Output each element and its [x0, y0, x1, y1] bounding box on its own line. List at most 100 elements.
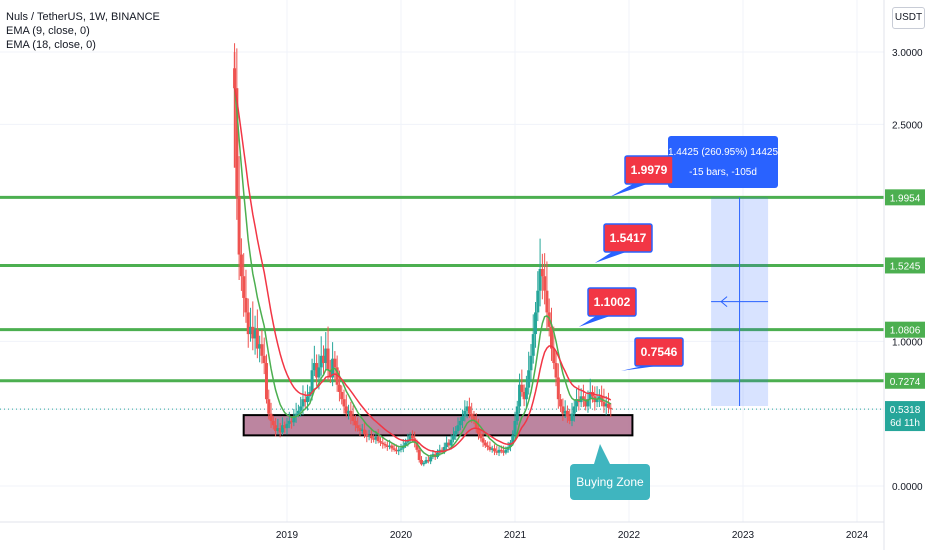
candle-body	[347, 410, 351, 414]
candle-body	[472, 416, 476, 421]
candle-body	[568, 416, 572, 421]
candle-body	[404, 442, 408, 446]
price-axis[interactable]: 3.0000 2.5000 1.0000 0.0000 1.9954 1.5245 1.08…	[883, 0, 925, 550]
currency-button[interactable]: USDT	[892, 7, 925, 29]
candle-body	[367, 435, 371, 437]
candle-body	[274, 425, 278, 432]
candle-body	[572, 406, 576, 414]
callout-box	[587, 287, 637, 317]
callout-pointer	[609, 184, 647, 197]
candle-body	[426, 459, 430, 462]
candle-body	[481, 438, 485, 443]
candle-body	[586, 399, 590, 407]
candle-body	[410, 435, 414, 439]
candle-body	[495, 451, 499, 453]
candle-body	[584, 399, 588, 407]
candle-body	[287, 420, 291, 424]
level-badge	[885, 257, 925, 274]
buying-zone-label: Buying Zone	[576, 475, 644, 489]
measure-tool: 1.4425 (260.95%) 14425 -15 bars, -105d	[668, 136, 778, 407]
candle-body	[258, 344, 262, 349]
candle-body	[328, 370, 332, 378]
candle-body	[556, 377, 560, 400]
callout-label: 1.9979	[631, 163, 668, 177]
candle-body	[609, 407, 613, 410]
callout-label: 1.1002	[594, 295, 631, 309]
candle-body	[299, 406, 303, 411]
candle-body	[399, 448, 403, 450]
candle-body	[488, 446, 492, 450]
x-tick-label: 2024	[846, 530, 869, 541]
candle-body	[522, 391, 526, 400]
measure-label-line2: -15 bars, -105d	[689, 167, 757, 178]
candle-body	[290, 420, 294, 423]
candle-body	[518, 384, 522, 407]
x-tick-label: 2021	[504, 530, 527, 541]
candle-body	[511, 435, 515, 443]
candle-body	[292, 416, 296, 423]
candle-body	[249, 326, 253, 335]
candle-body	[529, 355, 533, 371]
candle-body	[449, 439, 453, 446]
candle-body	[440, 449, 444, 452]
candle-body	[492, 448, 496, 452]
level-badge-label: 0.7274	[890, 377, 921, 388]
candle-body	[451, 435, 455, 440]
candle-body	[394, 449, 398, 452]
candle-body	[244, 297, 248, 313]
candle-body	[363, 429, 367, 434]
measure-label-box	[668, 136, 778, 188]
candle-body	[604, 403, 608, 407]
x-tick-label: 2020	[390, 530, 413, 541]
support-resistance-levels	[0, 195, 884, 410]
candle-body	[543, 276, 547, 291]
candle-body	[280, 425, 284, 433]
candle-body	[360, 429, 364, 432]
candle-body	[422, 462, 426, 465]
candle-body	[563, 410, 567, 414]
candle-body	[351, 416, 355, 421]
candle-body	[534, 312, 538, 335]
x-tick-label: 2019	[276, 530, 299, 541]
legend-ema-fast: EMA (9, close, 0)	[6, 25, 90, 37]
candle-body	[420, 459, 424, 465]
candle-body	[581, 396, 585, 400]
candle-body	[447, 442, 451, 446]
candle-body	[458, 420, 462, 426]
candle-body	[319, 355, 323, 368]
candle-body	[490, 448, 494, 450]
candle-body	[253, 329, 257, 339]
candle-body	[242, 276, 246, 298]
y-tick-label: 3.0000	[892, 48, 923, 59]
candle-body	[445, 442, 449, 447]
time-axis[interactable]: 2019 2020 2021 2022 2023 2024	[0, 521, 884, 541]
candle-body	[326, 348, 330, 371]
candle-body	[465, 406, 469, 411]
candle-body	[467, 406, 471, 414]
candle-body	[538, 269, 542, 291]
price-callouts: 1.9979 1.5417 1.1002 0.7546	[578, 155, 684, 371]
candle-body	[424, 459, 428, 463]
callout-box	[634, 337, 684, 367]
candle-body	[267, 399, 271, 414]
candle-body	[381, 442, 385, 445]
candle-body	[499, 449, 503, 452]
candle-body	[340, 391, 344, 400]
candle-body	[276, 428, 280, 432]
legend-symbol: Nuls / TetherUS, 1W, BINANCE	[6, 11, 160, 23]
level-badge	[885, 321, 925, 338]
candle-body	[349, 410, 353, 417]
callout-box	[603, 223, 653, 253]
candle-body	[251, 326, 255, 339]
candle-body	[513, 420, 517, 436]
candle-body	[262, 355, 266, 364]
candle-body	[520, 384, 524, 392]
ema-slow-line	[233, 88, 612, 453]
candle-body	[595, 399, 599, 403]
candle-body	[344, 406, 348, 414]
level-badge-label: 1.5245	[890, 261, 921, 272]
candle-body	[415, 442, 419, 450]
candle-body	[388, 445, 392, 447]
candle-body	[470, 413, 474, 417]
